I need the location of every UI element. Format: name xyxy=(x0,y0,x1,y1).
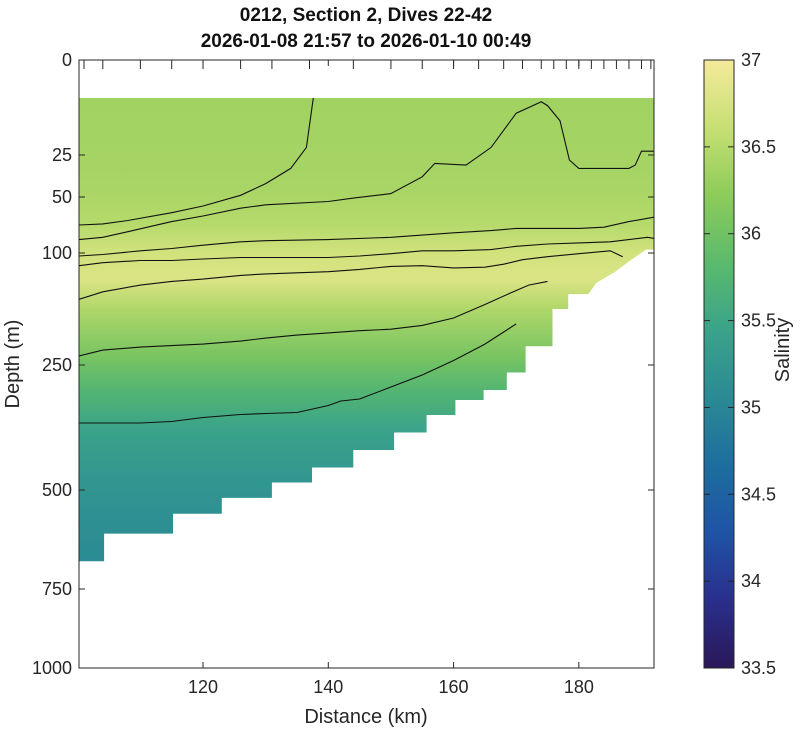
y-tick-label: 0 xyxy=(62,50,72,70)
plot-frame xyxy=(78,59,655,669)
chart-subtitle: 2026-01-08 21:57 to 2026-01-10 00:49 xyxy=(201,31,532,52)
y-tick-label: 250 xyxy=(42,355,72,375)
contour-line-1 xyxy=(79,97,314,226)
colorbar-ticks: 33.5 34 34.5 35 35.5 36 36.5 37 xyxy=(704,50,776,678)
y-tick-label: 100 xyxy=(42,243,72,263)
colorbar-tick-label: 36 xyxy=(741,224,761,244)
colorbar-tick-label: 35.5 xyxy=(741,311,776,331)
y-axis: 0 25 50 100 250 500 750 1000 xyxy=(32,50,654,678)
y-axis-label: Depth (m) xyxy=(2,320,24,409)
x-tick-label: 180 xyxy=(564,677,594,697)
y-tick-label: 500 xyxy=(42,480,72,500)
colorbar-tick-label: 34 xyxy=(741,571,761,591)
x-axis: 120 140 160 180 xyxy=(83,60,652,697)
x-tick-label: 160 xyxy=(439,677,469,697)
colorbar-tick-label: 37 xyxy=(741,50,761,70)
x-tick-label: 140 xyxy=(313,677,343,697)
colorbar-tick-label: 33.5 xyxy=(741,658,776,678)
colorbar-label: Salinity xyxy=(772,318,794,382)
colorbar-tick-label: 36.5 xyxy=(741,137,776,157)
contour-line-2 xyxy=(79,101,654,241)
contour-lines xyxy=(79,97,654,424)
salinity-field xyxy=(79,98,654,562)
x-axis-label: Distance (km) xyxy=(304,706,427,728)
chart-title: 0212, Section 2, Dives 22-42 xyxy=(240,5,492,26)
plot-area xyxy=(79,97,654,562)
y-tick-label: 750 xyxy=(42,579,72,599)
contour-line-5 xyxy=(79,250,623,300)
y-tick-label: 50 xyxy=(52,187,72,207)
y-tick-label: 1000 xyxy=(32,658,72,678)
contour-line-4 xyxy=(79,236,654,267)
y-tick-label: 25 xyxy=(52,145,72,165)
x-tick-label: 120 xyxy=(188,677,218,697)
contour-line-7 xyxy=(79,323,517,424)
colorbar-tick-label: 34.5 xyxy=(741,484,776,504)
contour-line-3 xyxy=(79,216,654,257)
contour-line-6 xyxy=(79,280,548,357)
colorbar-tick-label: 35 xyxy=(741,397,761,417)
colorbar xyxy=(703,59,735,669)
